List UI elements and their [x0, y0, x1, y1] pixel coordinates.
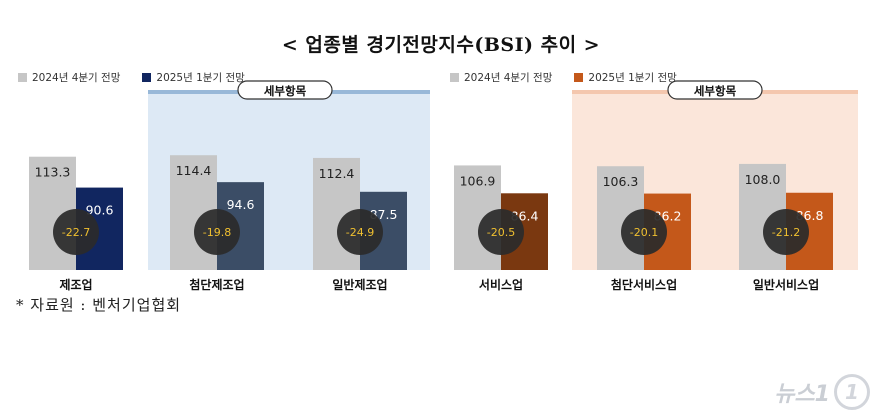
change-label: -24.9 — [346, 226, 374, 239]
panel-label: 세부항목 — [264, 84, 307, 98]
change-circle — [194, 209, 240, 255]
change-circle — [763, 209, 809, 255]
watermark-text: 뉴스1 — [774, 382, 830, 407]
legend-label-prev: 2024년 4분기 전망 — [464, 71, 553, 84]
category-label: 첨단서비스업 — [611, 277, 677, 292]
legend-right: 2024년 4분기 전망 2025년 1분기 전망 — [450, 70, 677, 84]
change-label: -21.2 — [772, 226, 800, 239]
data-label-2025q1: 94.6 — [227, 197, 255, 212]
change-circle — [621, 209, 667, 255]
panel-label: 세부항목 — [694, 84, 737, 98]
category-label: 서비스업 — [479, 277, 523, 292]
category-label: 일반서비스업 — [753, 277, 819, 292]
data-label-2024q4: 112.4 — [319, 166, 355, 181]
legend-swatch-next — [142, 72, 152, 82]
legend-swatch-prev — [18, 72, 27, 82]
data-label-2024q4: 113.3 — [35, 165, 71, 180]
news1-logo-icon: 1 — [834, 374, 870, 410]
category-label: 첨단제조업 — [189, 277, 244, 292]
data-label-2025q1: 90.6 — [86, 203, 114, 218]
legend-label-next: 2025년 1분기 전망 — [588, 71, 677, 84]
legend-swatch-next — [574, 72, 584, 82]
source-footnote: * 자료원 : 벤처기업협회 — [16, 296, 182, 314]
legend-left: 2024년 4분기 전망 2025년 1분기 전망 — [18, 70, 245, 84]
legend-swatch-prev — [450, 72, 459, 82]
data-label-2024q4: 106.3 — [603, 174, 639, 189]
change-circle — [53, 209, 99, 255]
legend-label-next: 2025년 1분기 전망 — [156, 71, 245, 84]
category-label: 제조업 — [59, 278, 92, 292]
change-circle — [337, 209, 383, 255]
panel-label-pill — [237, 80, 333, 100]
data-label-2024q4: 114.4 — [176, 163, 212, 178]
change-label: -22.7 — [62, 226, 90, 239]
news1-watermark: 뉴스1 1 — [774, 374, 870, 410]
data-label-2024q4: 108.0 — [745, 172, 781, 187]
change-label: -20.1 — [630, 226, 658, 239]
change-circle — [478, 209, 524, 255]
legend-label-prev: 2024년 4분기 전망 — [32, 71, 121, 84]
data-label-2024q4: 106.9 — [460, 173, 496, 188]
panel-label-pill — [667, 80, 763, 100]
category-label: 일반제조업 — [332, 277, 387, 292]
change-label: -20.5 — [487, 226, 515, 239]
chart-title: < 업종별 경기전망지수(BSI) 추이 > — [281, 34, 601, 56]
change-label: -19.8 — [203, 226, 231, 239]
